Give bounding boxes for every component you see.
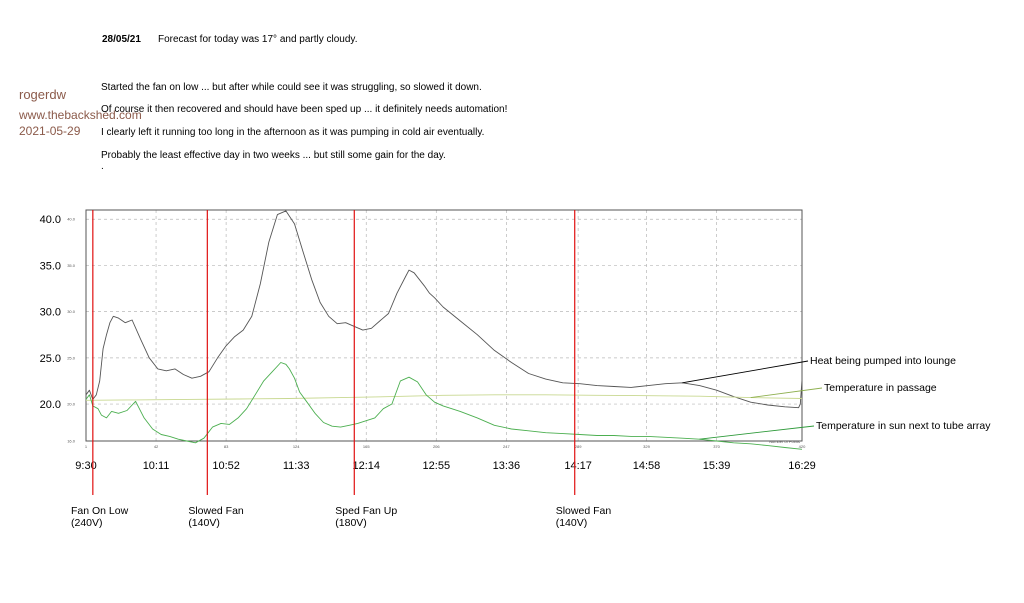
x-tick-small-label: 1	[85, 444, 88, 449]
y-tick-small-label: 20.0	[67, 402, 76, 407]
time-tick-label: 15:39	[703, 460, 731, 472]
x-tick-small-label: 289	[575, 444, 582, 449]
time-tick-label: 13:36	[493, 460, 521, 472]
y-tick-small-label: 40.0	[67, 217, 76, 222]
note-line-3: I clearly left it running too long in th…	[101, 127, 485, 138]
plot-frame	[85, 209, 803, 442]
time-tick-label: 11:33	[283, 460, 310, 472]
time-tick-label: 12:55	[423, 460, 451, 472]
event-label-line: (140V)	[188, 517, 220, 529]
chart-axes: 40.0 40.0 35.0 35.0 30.0 30.0 25.0 25.0 20.0 20.0…	[40, 209, 816, 472]
forecast-text: Forecast for today was 17° and partly cl…	[158, 34, 358, 45]
x-tick-small-label: 206	[433, 444, 440, 449]
event-label-line: Slowed Fan	[188, 505, 244, 517]
time-tick-label: 10:52	[212, 460, 240, 472]
note-date: 28/05/21	[102, 34, 141, 45]
note-line-5: .	[101, 161, 104, 172]
annotation-leader	[682, 360, 809, 384]
note-line-4: Probably the least effective day in two …	[101, 150, 446, 161]
x-tick-small-label: 83	[224, 444, 229, 449]
x-tick-small-label: 420	[799, 444, 806, 449]
y-tick-label: 40.0	[40, 214, 61, 226]
x-tick-small-label: 370	[713, 444, 720, 449]
y-tick-small-label: 30.0	[67, 309, 76, 314]
series-line-passage	[85, 394, 803, 401]
y-tick-label: 25.0	[40, 353, 61, 365]
y-tick-small-label: 16.0	[67, 439, 76, 444]
y-tick-small-label: 35.0	[67, 263, 76, 268]
author-site: www.thebackshed.com	[19, 108, 142, 122]
event-label-line: Fan On Low	[71, 505, 129, 517]
event-label-line: (240V)	[71, 517, 103, 529]
event-label-line: Slowed Fan	[556, 505, 612, 517]
series-line-lounge	[85, 210, 803, 409]
x-tick-small-label: 42	[154, 444, 159, 449]
time-tick-label: 10:11	[143, 460, 170, 472]
time-tick-label: 16:29	[788, 460, 816, 472]
time-tick-label: 14:58	[633, 460, 661, 472]
x-tick-small-label: 329	[643, 444, 650, 449]
x-tick-small-label: 247	[503, 444, 510, 449]
chart-events: Fan On Low (240V)Slowed Fan (140V)Sped Fan…	[71, 210, 611, 529]
annotation-label: Temperature in sun next to tube array	[816, 420, 991, 432]
event-label: Sped Fan Up (180V)	[335, 505, 397, 529]
y-tick-label: 35.0	[40, 260, 61, 272]
y-tick-small-label: 25.0	[67, 355, 76, 360]
x-tick-small-label: 165	[363, 444, 370, 449]
series-line-sun	[85, 362, 803, 450]
author-name: rogerdw	[19, 87, 66, 102]
annotation-label: Heat being pumped into lounge	[810, 355, 956, 367]
event-label-line: (180V)	[335, 517, 367, 529]
author-date: 2021-05-29	[19, 124, 81, 138]
x-axis-corner-label: Number of Points	[769, 439, 800, 444]
y-tick-label: 20.0	[40, 399, 61, 411]
event-label: Slowed Fan (140V)	[188, 505, 244, 529]
event-label-line: (140V)	[556, 517, 588, 529]
event-label: Fan On Low (240V)	[71, 505, 129, 529]
x-tick-small-label: 124	[293, 444, 300, 449]
time-tick-label: 14:17	[564, 460, 592, 472]
chart-series	[85, 210, 803, 450]
event-label-line: Sped Fan Up	[335, 505, 397, 517]
annotation-leader	[699, 425, 815, 440]
annotation-leader	[750, 387, 823, 399]
time-tick-label: 12:14	[352, 460, 380, 472]
note-line-2: Of course it then recovered and should h…	[101, 104, 508, 115]
event-label: Slowed Fan (140V)	[556, 505, 612, 529]
chart-annotations: Heat being pumped into lounge Temperature…	[682, 355, 991, 440]
time-tick-label: 9:30	[75, 460, 96, 472]
y-tick-label: 30.0	[40, 307, 61, 319]
note-line-1: Started the fan on low ... but after whi…	[101, 82, 482, 93]
annotation-label: Temperature in passage	[824, 382, 937, 394]
